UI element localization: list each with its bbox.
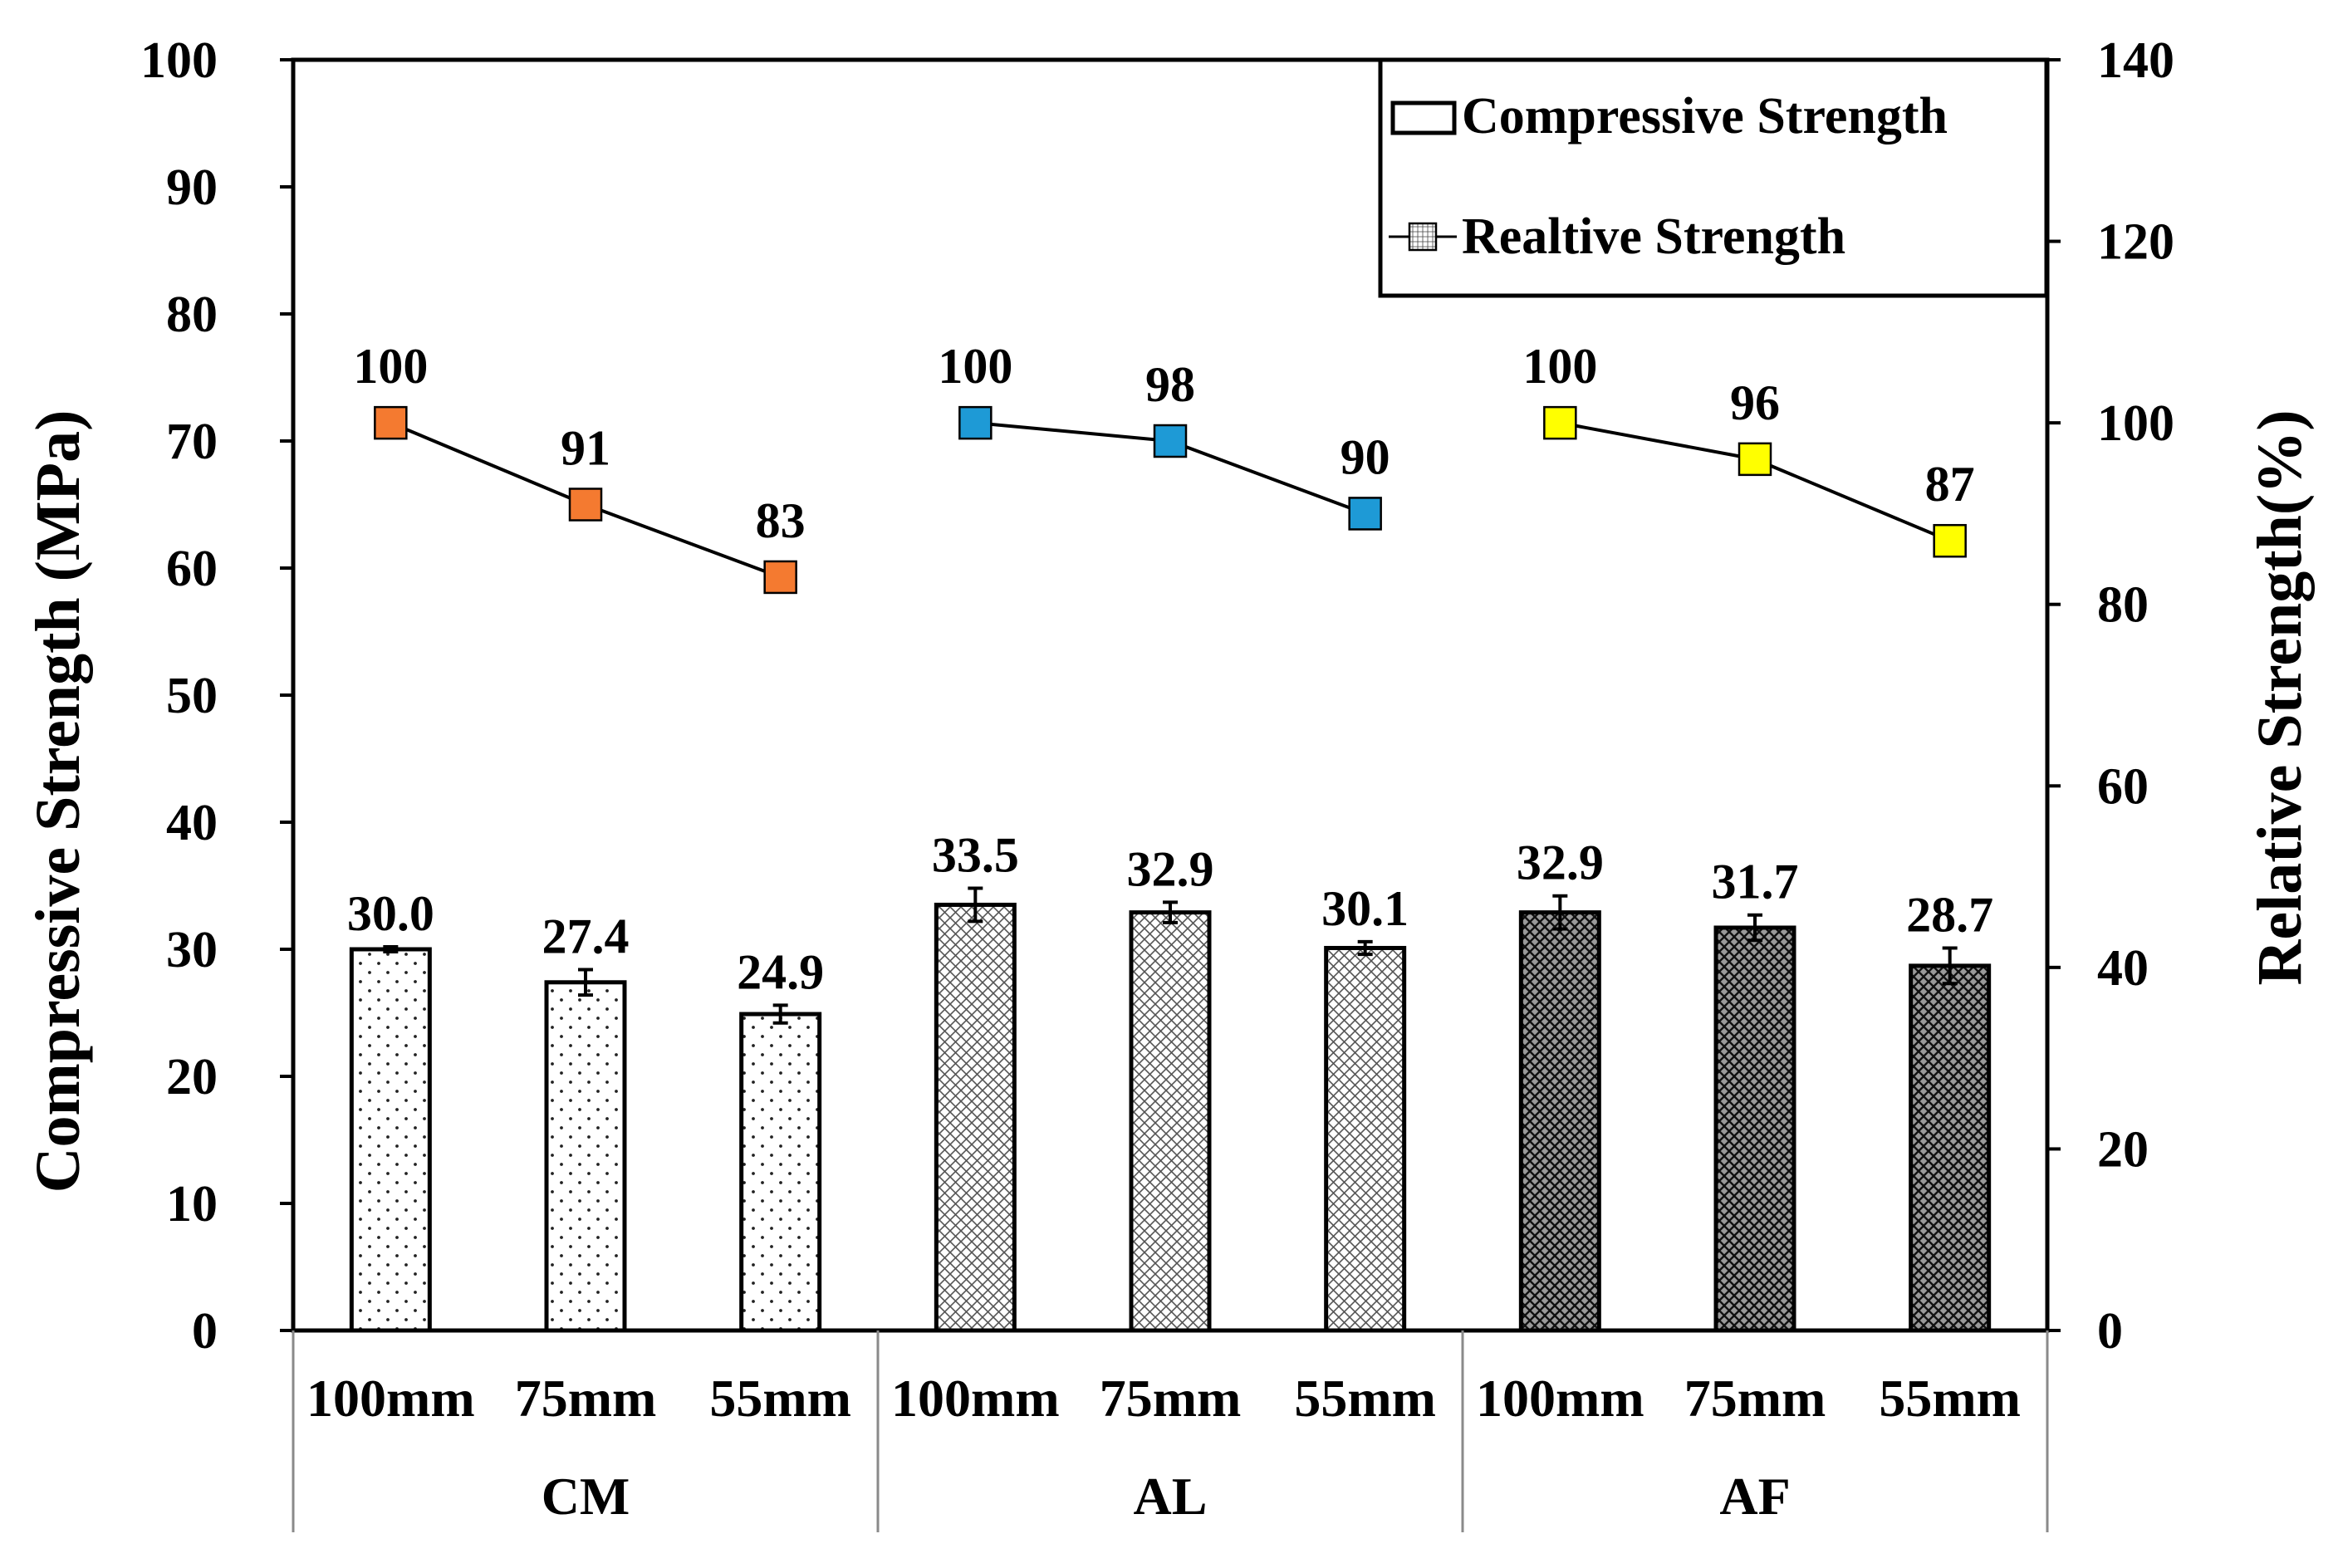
bar-value-label: 32.9 [1517, 835, 1604, 890]
bar [1129, 910, 1212, 1333]
left-axis-tick-label: 30 [166, 922, 218, 978]
category-label: 75mm [1100, 1369, 1242, 1428]
left-axis-tick-label: 40 [166, 795, 218, 851]
category-label: 75mm [515, 1369, 657, 1428]
bar-value-label: 33.5 [932, 828, 1019, 883]
bar [544, 980, 627, 1333]
legend-bar-swatch [1390, 100, 1457, 135]
bar-value-label: 32.9 [1127, 841, 1214, 896]
right-axis-tick-label: 0 [2097, 1303, 2123, 1360]
left-axis-tick-label: 50 [166, 668, 218, 724]
relative-strength-marker [568, 488, 603, 522]
bar [1324, 945, 1407, 1333]
relative-strength-value-label: 90 [1341, 429, 1390, 484]
legend-line-swatch-marker [1408, 222, 1438, 252]
left-axis-tick-label: 70 [166, 414, 218, 470]
bar-value-label: 27.4 [542, 909, 630, 963]
bar [934, 902, 1017, 1333]
legend-line-label: Realtive Strength [1462, 208, 1845, 265]
left-axis-tick-label: 20 [166, 1049, 218, 1105]
bar [1518, 910, 1601, 1333]
right-axis-tick-label: 140 [2097, 32, 2174, 89]
bar [1909, 963, 1992, 1333]
relative-strength-line [1559, 421, 1951, 543]
bar-value-label: 24.9 [737, 944, 824, 999]
right-axis: 0 20 40 60 80 100 120 140 [2047, 32, 2174, 1360]
bars-layer: 30.0 27.4 24.9 33.5 32.9 30.1 32.9 31.7 28.7 [347, 828, 1993, 1333]
bar-value-label: 30.1 [1321, 881, 1409, 936]
category-label: 100mm [891, 1369, 1060, 1428]
left-axis-title: Compressive Strength (MPa) [23, 410, 93, 1193]
group-label: AL [1134, 1467, 1208, 1526]
left-axis: 0 10 20 30 40 50 60 70 80 90 100 [140, 32, 293, 1360]
relative-strength-marker [1933, 523, 1967, 558]
x-axis: CM 100mm 75mm 55mm AL 100mm 75mm 55mm AF 100mm 75m… [292, 1330, 2049, 1532]
category-label: 100mm [1476, 1369, 1644, 1428]
bar [349, 947, 432, 1333]
bar [1713, 925, 1796, 1333]
relative-strength-value-label: 87 [1925, 457, 1975, 512]
category-label: 55mm [709, 1369, 851, 1428]
relative-strength-value-label: 96 [1730, 375, 1780, 430]
relative-strength-marker [374, 405, 408, 440]
left-axis-tick-label: 90 [166, 159, 218, 216]
left-axis-tick-label: 80 [166, 287, 218, 343]
relative-strength-marker [1738, 442, 1772, 477]
left-axis-tick-label: 60 [166, 541, 218, 597]
relative-strength-line-layer: 100 91 83 100 98 90 100 96 87 [353, 339, 1975, 595]
right-axis-title: Relative Strength(%) [2245, 409, 2315, 985]
bar-value-label: 30.0 [347, 886, 434, 941]
left-axis-tick-label: 0 [192, 1303, 218, 1360]
relative-strength-value-label: 100 [1522, 339, 1597, 394]
right-axis-tick-label: 80 [2097, 577, 2149, 634]
category-label: 55mm [1879, 1369, 2021, 1428]
bar-value-label: 28.7 [1906, 887, 1993, 942]
bar [739, 1012, 822, 1333]
right-axis-tick-label: 20 [2097, 1121, 2149, 1178]
legend-bar-label: Compressive Strength [1462, 88, 1948, 145]
relative-strength-marker [1153, 424, 1188, 458]
left-axis-tick-label: 10 [166, 1176, 218, 1232]
relative-strength-marker [1348, 497, 1382, 531]
right-axis-tick-label: 60 [2097, 758, 2149, 815]
relative-strength-value-label: 83 [756, 493, 806, 548]
right-axis-tick-label: 40 [2097, 940, 2149, 997]
relative-strength-marker [763, 560, 797, 595]
relative-strength-value-label: 91 [561, 421, 610, 476]
category-label: 100mm [306, 1369, 475, 1428]
right-axis-tick-label: 120 [2097, 214, 2174, 271]
category-label: 55mm [1294, 1369, 1436, 1428]
category-label: 75mm [1684, 1369, 1826, 1428]
right-axis-tick-label: 100 [2097, 395, 2174, 452]
bar-value-label: 31.7 [1712, 855, 1799, 909]
group-label: CM [542, 1467, 630, 1526]
relative-strength-value-label: 100 [938, 339, 1012, 394]
relative-strength-value-label: 100 [353, 339, 428, 394]
legend: Compressive Strength Realtive Strength [1378, 57, 2049, 298]
group-label: AF [1719, 1467, 1790, 1526]
left-axis-tick-label: 100 [140, 32, 218, 89]
legend-box [1378, 57, 2049, 298]
relative-strength-marker [958, 405, 993, 440]
relative-strength-value-label: 98 [1145, 357, 1195, 412]
relative-strength-marker [1543, 405, 1577, 440]
